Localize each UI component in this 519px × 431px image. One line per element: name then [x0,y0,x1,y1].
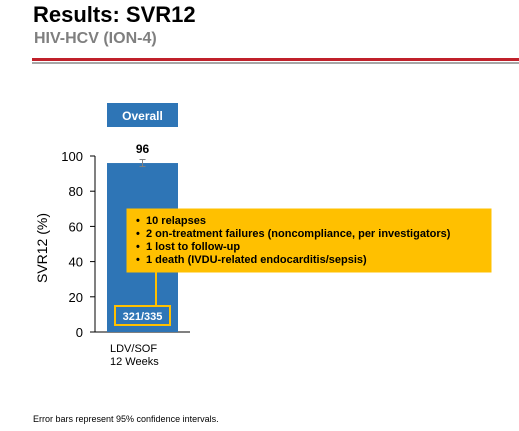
y-axis: 0 20 40 60 80 100 [61,149,190,340]
y-tick-label: 80 [69,184,83,199]
callout-item: 1 lost to follow-up [146,241,240,253]
callout-item: 2 on-treatment failures (noncompliance, … [146,228,451,240]
group-header-label: Overall [122,109,163,123]
y-axis-label: SVR12 (%) [34,213,50,283]
x-category-label: 12 Weeks [110,356,159,368]
y-tick-label: 60 [69,219,83,234]
slide-subtitle: HIV-HCV (ION-4) [34,30,157,47]
footnote: Error bars represent 95% confidence inte… [33,414,219,424]
callout-item: 10 relapses [146,215,206,227]
bar-value-label: 96 [136,142,150,156]
callout-box [126,208,492,273]
title-rule-red [32,58,519,61]
group-header-box [107,103,178,127]
callout-bullet: • [136,215,140,227]
count-label: 321/335 [123,311,163,323]
y-tick-label: 20 [69,290,83,305]
x-category-label: LDV/SOF [110,343,157,355]
y-tick-label: 100 [61,149,83,164]
callout-bullet: • [136,241,140,253]
title-rule-gray [32,62,519,64]
y-tick-label: 0 [76,325,83,340]
y-tick-label: 40 [69,255,83,270]
count-box [114,305,171,326]
callout-group: • 10 relapses • 2 on-treatment failures (no… [126,208,492,305]
callout-item: 1 death (IVDU-related endocarditis/sepsi… [146,254,367,266]
callout-bullet: • [136,228,140,240]
callout-bullet: • [136,254,140,266]
slide-title: Results: SVR12 [33,2,196,27]
